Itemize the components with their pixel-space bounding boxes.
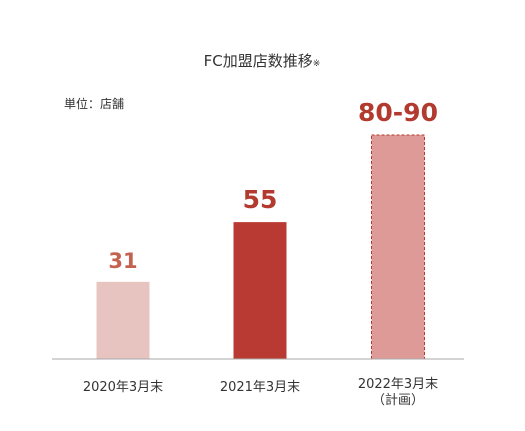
- bar-3: [371, 134, 425, 360]
- category-label-group: 2020年3月末 2021年3月末 2022年3月末（計画）: [83, 377, 438, 408]
- chart-title-note: ※: [313, 59, 321, 69]
- value-label-group: 31 55 80-90: [108, 98, 438, 273]
- value-label-2: 55: [243, 185, 278, 214]
- bar-group: [96, 134, 425, 360]
- category-label-line: 2020年3月末: [83, 380, 163, 395]
- chart-title: FC加盟店数推移※: [204, 52, 321, 70]
- chart-title-main: FC加盟店数推移: [204, 52, 313, 70]
- category-label-1: 2020年3月末: [83, 380, 163, 395]
- unit-label: 単位：店舗: [64, 96, 124, 111]
- category-label-2: 2021年3月末: [220, 380, 300, 395]
- category-label-line: 2021年3月末: [220, 380, 300, 395]
- bar-1: [96, 281, 150, 359]
- value-label-3: 80-90: [358, 98, 438, 127]
- category-label-line: 2022年3月末: [358, 377, 438, 392]
- value-label-1: 31: [108, 249, 137, 273]
- category-label-3: 2022年3月末（計画）: [358, 377, 438, 408]
- category-label-line: （計画）: [372, 392, 424, 408]
- bar-2: [233, 222, 287, 359]
